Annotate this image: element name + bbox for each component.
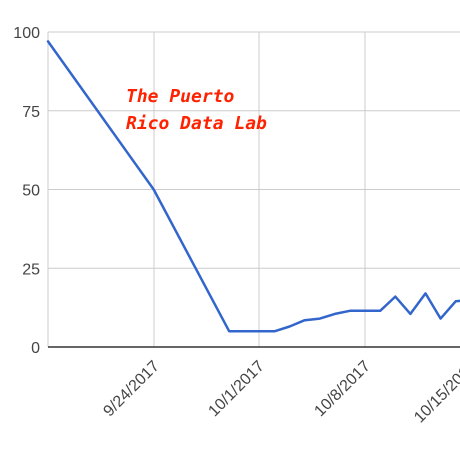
y-tick-label: 50 <box>22 183 40 200</box>
x-tick-label: 10/8/2017 <box>311 358 373 420</box>
y-tick-label: 100 <box>13 25 40 42</box>
x-axis-ticks: 9/24/2017 10/1/2017 10/8/2017 10/15/2017 <box>100 358 460 427</box>
annotation-line: Rico Data Lab <box>126 113 267 134</box>
x-tick-label: 10/15/2017 <box>411 358 460 427</box>
chart-annotation: The Puerto Rico Data Lab <box>126 86 267 134</box>
series-group <box>46 40 460 333</box>
y-axis-ticks: 0 25 50 75 100 <box>13 25 40 357</box>
series-line <box>46 40 460 333</box>
x-tick-label: 9/24/2017 <box>100 358 162 420</box>
y-tick-label: 75 <box>22 104 40 121</box>
y-tick-label: 25 <box>22 261 40 278</box>
annotation-line: The Puerto <box>126 86 235 107</box>
x-tick-label: 10/1/2017 <box>205 358 267 420</box>
y-tick-label: 0 <box>31 340 40 357</box>
